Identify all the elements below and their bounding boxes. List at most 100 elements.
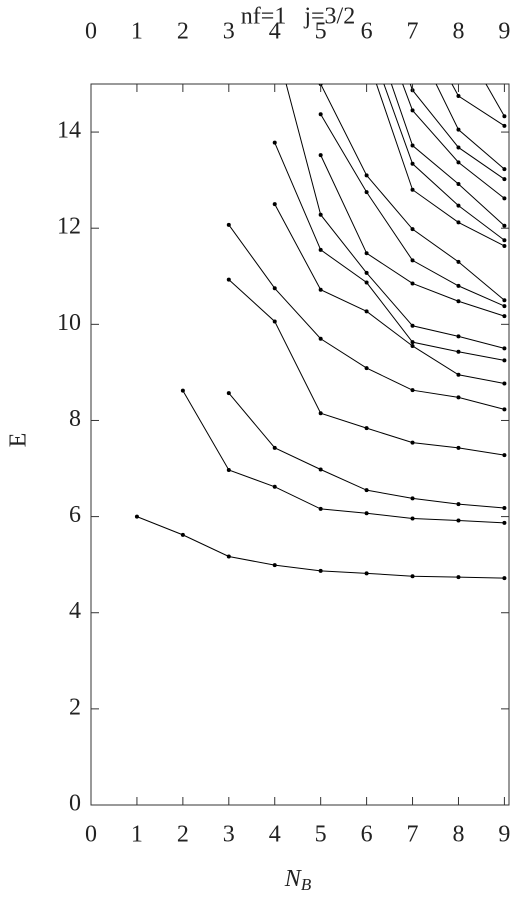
x-axis-label-sub: B [301,875,312,894]
data-point [502,123,507,128]
data-point [364,309,369,314]
data-point [318,153,323,158]
data-point [318,411,323,416]
y-tick-label: 0 [69,791,81,817]
data-point [410,574,415,579]
series-line [409,84,505,180]
data-point [364,426,369,431]
data-point [456,259,461,264]
data-point [502,196,507,201]
x-axis-label-main: N [284,866,303,892]
data-point [410,516,415,521]
data-point [502,358,507,363]
series-line [390,84,505,227]
y-tick-label: 12 [57,214,81,240]
series-line [136,516,505,579]
data-point [364,280,369,285]
data-point [272,445,277,450]
data-point [456,299,461,304]
data-point [502,243,507,248]
x-tick-label-top: 2 [177,19,189,45]
x-tick-label: 5 [315,822,327,848]
data-point [502,298,507,303]
data-point [502,346,507,351]
x-tick-label: 3 [223,822,235,848]
x-tick-label-top: 0 [85,19,97,45]
data-point [502,177,507,182]
series-line [274,203,505,384]
data-point [180,532,185,537]
data-point [364,366,369,371]
data-point [365,10,369,14]
x-tick-label-top: 3 [223,19,235,45]
data-point [410,496,415,501]
x-tick-label-top: 8 [452,19,464,45]
data-point [502,576,507,581]
data-point [134,514,139,519]
data-point [502,314,507,319]
plot-area [134,10,507,581]
data-point [318,212,323,217]
data-point [410,281,415,286]
data-point [502,453,507,458]
data-point [226,277,231,282]
data-point [364,488,369,493]
data-point [410,388,415,393]
data-point [180,388,185,393]
data-point [272,484,277,489]
data-point [410,323,415,328]
series-line [182,390,505,524]
y-axis-label: E [6,433,32,448]
data-point [272,140,277,145]
data-point [272,286,277,291]
data-point [456,372,461,377]
data-point [502,520,507,525]
x-tick-label-top: 5 [315,19,327,45]
series-line [320,154,505,317]
x-tick-label: 4 [269,822,281,848]
series-line [375,84,505,247]
data-point [456,94,461,99]
data-point [411,10,415,14]
y-tick-label: 6 [69,502,81,528]
series-line [320,84,505,301]
data-point [502,381,507,386]
data-point [410,108,415,113]
x-tick-label: 0 [85,822,97,848]
data-point [364,173,369,178]
data-point [318,247,323,252]
data-point [502,167,507,172]
data-point [226,391,231,396]
data-point [318,506,323,511]
x-tick-label: 8 [452,822,464,848]
series-line [485,84,505,117]
data-point [226,467,231,472]
data-point [456,220,461,225]
series-line [383,84,505,241]
data-point [456,518,461,523]
data-point [272,319,277,324]
x-tick-label-top: 4 [269,19,281,45]
data-point [456,145,461,150]
data-point [410,343,415,348]
data-point [456,395,461,400]
data-point [410,258,415,263]
data-point [364,251,369,256]
y-tick-label: 2 [69,694,81,720]
data-point [456,127,461,132]
data-point [502,114,507,119]
data-point [410,440,415,445]
data-point [318,287,323,292]
data-point [456,575,461,580]
data-point [502,304,507,309]
data-point [364,571,369,576]
data-point [318,336,323,341]
x-tick-label-top: 7 [407,19,419,45]
data-point [365,53,369,57]
series-line [402,84,505,199]
chart-title: nf=1 j=3/2 [241,4,355,30]
y-tick-label: 4 [69,598,81,624]
data-point [226,222,231,227]
y-tick-label: 10 [57,310,81,336]
